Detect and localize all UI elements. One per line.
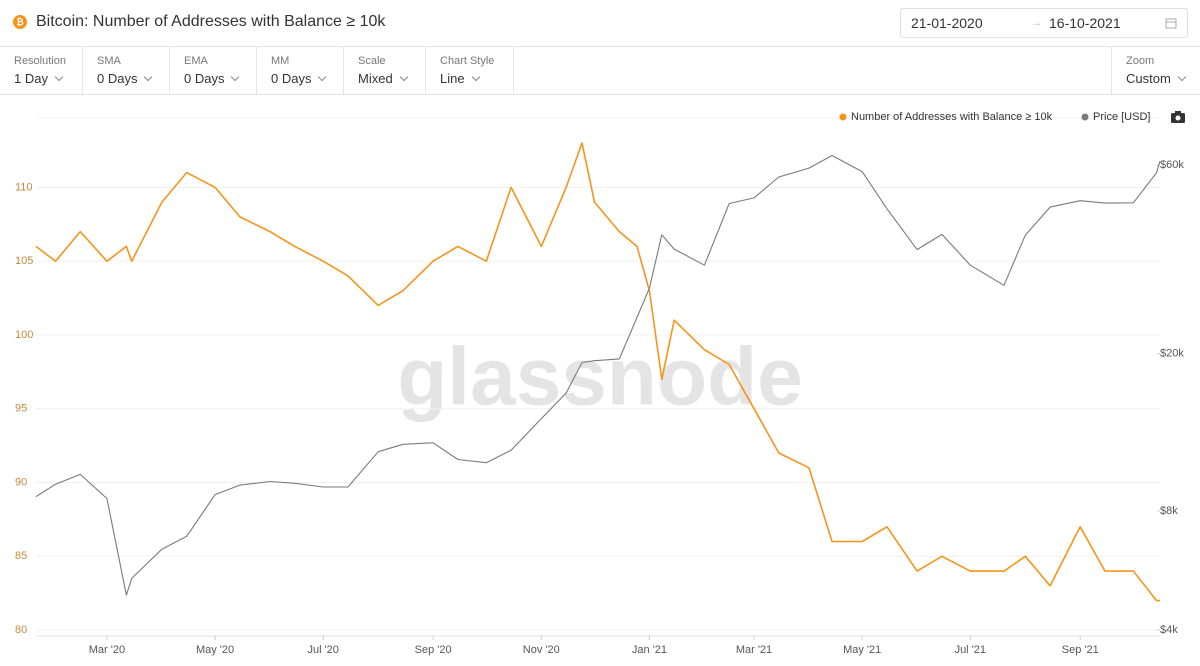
y2-tick-label: $60k [1160,159,1184,171]
legend-label: Price [USD] [1093,111,1150,123]
control-value[interactable]: 0 Days [271,71,325,86]
y-tick-label: 80 [15,624,27,636]
y-tick-label: 105 [15,255,33,267]
legend-dot [839,113,847,121]
control[interactable]: EMA 0 Days [170,47,257,94]
chart: glassnode 80 85 90 95 100 105 110 $4k $8k $20k $60k… [15,111,1185,656]
calendar-icon [1165,18,1177,29]
arrow: → [1031,17,1042,29]
control-label[interactable]: Resolution [14,55,66,67]
legend-label: Number of Addresses with Balance ≥ 10k [851,111,1053,123]
x-tick-label: Jul '21 [955,644,986,656]
x-tick-label: Nov '20 [523,644,560,656]
coin-icon: ₿ [13,15,27,29]
control[interactable]: SMA 0 Days [83,47,170,94]
x-tick-label: May '20 [196,644,234,656]
control-value[interactable]: 0 Days [97,71,151,86]
date-from[interactable]: 21-01-2020 [911,15,983,31]
camera-icon [1171,111,1185,123]
camera-lens [1175,115,1181,121]
watermark: glassnode [397,332,803,423]
control-value[interactable]: Line [440,71,479,86]
control-value[interactable]: Mixed [358,71,407,86]
y-tick-label: 85 [15,550,27,562]
camera-top [1175,111,1181,114]
control[interactable]: Scale Mixed [344,47,426,94]
control[interactable]: Chart Style Line [426,47,514,94]
x-tick-label: Jan '21 [632,644,667,656]
y-tick-label: 110 [15,181,33,193]
series-line [35,142,1160,602]
control[interactable]: MM 0 Days [257,47,344,94]
y-tick-label: 90 [15,476,27,488]
control-label[interactable]: SMA [97,55,121,67]
x-tick-label: Sep '20 [415,644,452,656]
x-tick-label: Jul '20 [307,644,338,656]
header: ₿ Bitcoin: Number of Addresses with Bala… [0,0,1200,47]
control-label[interactable]: MM [271,55,290,67]
control-label[interactable]: Chart Style [440,55,495,67]
legend-item: Number of Addresses with Balance ≥ 10k [839,111,1053,123]
y2-tick-label: $8k [1160,505,1178,517]
y2-tick-label: $4k [1160,624,1178,636]
zoom-control[interactable]: Zoom Custom [1111,47,1200,94]
control-label[interactable]: Scale [358,55,386,67]
series-line [35,154,1161,596]
title: Bitcoin: Number of Addresses with Balanc… [36,13,386,30]
legend-item: Price [USD] [1081,111,1150,123]
x-tick-label: Mar '21 [736,644,772,656]
toolbar: Resolution 1 Day SMA 0 Days EMA 0 Days MM 0 Day… [0,47,1200,95]
x-tick-label: May '21 [843,644,881,656]
y2-tick-label: $20k [1160,348,1184,360]
zoom-control-label[interactable]: Zoom [1126,55,1155,67]
date-range[interactable]: 21-01-2020 → 16-10-2021 [900,8,1188,38]
legend-dot [1081,113,1089,121]
y-tick-label: 95 [15,403,27,415]
zoom-control-value[interactable]: Custom [1126,71,1185,86]
control[interactable]: Resolution 1 Day [0,47,83,94]
x-tick-label: Sep '21 [1062,644,1099,656]
control-value[interactable]: 1 Day [14,71,62,86]
y-tick-label: 100 [15,329,33,341]
control-label[interactable]: EMA [184,55,208,67]
control-value[interactable]: 0 Days [184,71,238,86]
date-to[interactable]: 16-10-2021 [1049,15,1121,31]
x-tick-label: Mar '20 [89,644,125,656]
